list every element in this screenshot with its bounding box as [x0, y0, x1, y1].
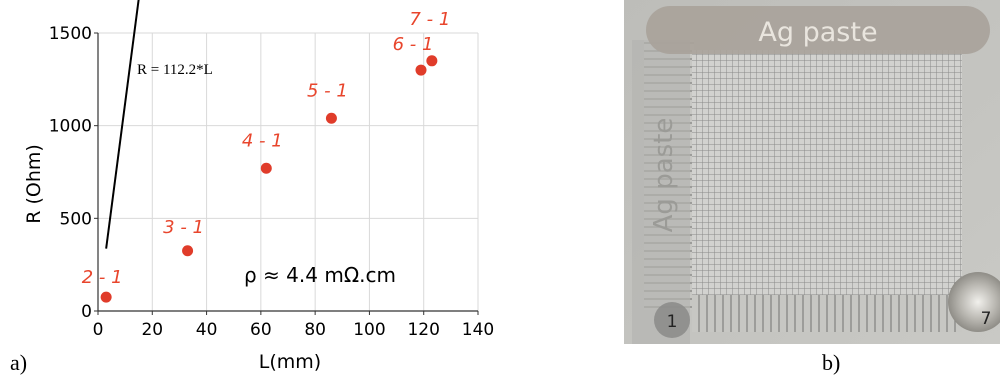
pad-1-label: 1 — [667, 312, 678, 332]
data-points — [100, 55, 438, 303]
x-tick-label: 20 — [141, 320, 163, 340]
x-tick-label: 140 — [462, 320, 494, 340]
data-point — [426, 55, 438, 67]
point-labels: 2 - 1 3 - 1 4 - 1 5 - 1 6 - 1 7 - 1 — [82, 9, 451, 288]
point-label: 6 - 1 — [393, 34, 434, 55]
resistivity-annotation: ρ ≈ 4.4 mΩ.cm — [244, 263, 396, 287]
fit-equation: R = 112.2*L — [137, 62, 213, 78]
panel-label-b: b) — [822, 350, 840, 375]
sample-photo-drawing: Ag paste Ag paste 1 7 — [624, 0, 1000, 344]
top-ag-paste — [646, 6, 990, 54]
x-tick-label: 100 — [353, 320, 385, 340]
x-tick-label: 60 — [250, 320, 272, 340]
top-ag-paste-label: Ag paste — [758, 17, 877, 48]
point-label: 7 - 1 — [409, 9, 450, 30]
x-tick-label: 0 — [93, 320, 104, 340]
point-label: 5 - 1 — [307, 80, 348, 101]
y-axis-label: R (Ohm) — [23, 144, 45, 224]
pad-1 — [654, 302, 690, 338]
y-tick-label: 1500 — [49, 24, 92, 44]
sample-photo: Ag paste Ag paste 1 7 — [624, 0, 1000, 344]
x-axis-label: L(mm) — [259, 351, 321, 373]
point-label: 3 - 1 — [163, 217, 204, 238]
left-ag-paste — [632, 40, 690, 344]
point-label: 4 - 1 — [242, 130, 283, 151]
electrode-grid — [692, 50, 962, 295]
data-point — [100, 291, 112, 303]
x-ticks: 0 20 40 60 80 100 120 140 — [93, 311, 494, 340]
pad-7-blob — [948, 272, 1000, 332]
data-point — [415, 64, 427, 76]
plot-area — [98, 33, 478, 311]
x-tick-label: 80 — [304, 320, 326, 340]
point-label: 2 - 1 — [82, 267, 123, 288]
data-point — [325, 112, 337, 124]
pad-7-label: 7 — [981, 309, 992, 329]
data-point — [260, 162, 272, 174]
axes — [97, 33, 478, 312]
y-tick-label: 500 — [60, 209, 92, 229]
bottom-comb — [692, 294, 962, 332]
x-tick-label: 120 — [407, 320, 439, 340]
y-tick-label: 0 — [81, 302, 92, 322]
y-ticks: 0 500 1000 1500 — [49, 24, 98, 322]
left-ag-paste-label: Ag paste — [649, 118, 679, 233]
panel-label-a: a) — [10, 350, 27, 375]
data-point — [182, 245, 194, 257]
y-tick-label: 1000 — [49, 117, 92, 137]
resistance-chart: 0 20 40 60 80 100 120 140 0 500 1000 1500 2 - 1 3 -… — [23, 0, 494, 373]
x-tick-label: 40 — [196, 320, 218, 340]
